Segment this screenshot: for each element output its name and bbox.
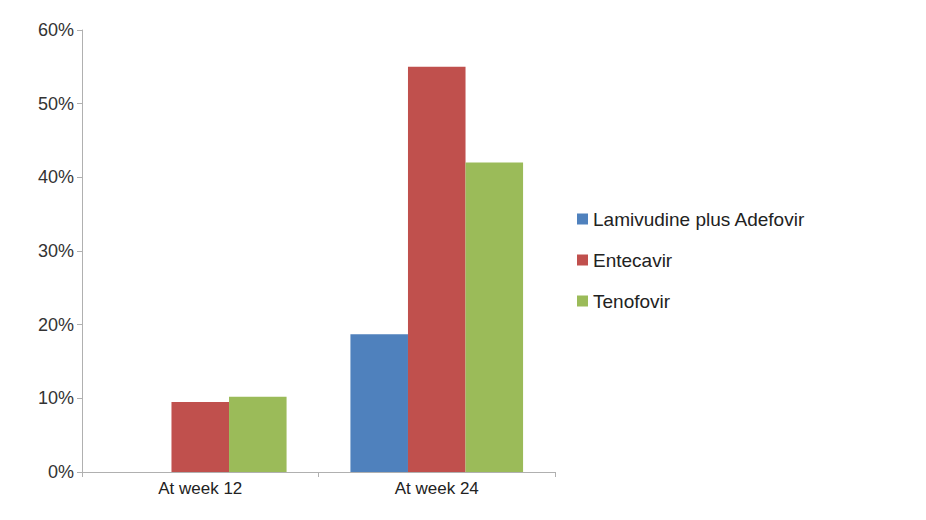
svg-text:Tenofovir: Tenofovir <box>593 291 671 312</box>
svg-text:0%: 0% <box>48 462 74 482</box>
svg-text:60%: 60% <box>38 20 74 40</box>
svg-text:50%: 50% <box>38 94 74 114</box>
svg-text:10%: 10% <box>38 388 74 408</box>
svg-text:40%: 40% <box>38 167 74 187</box>
svg-text:20%: 20% <box>38 315 74 335</box>
svg-text:30%: 30% <box>38 241 74 261</box>
svg-text:At week 24: At week 24 <box>395 479 479 498</box>
svg-text:Entecavir: Entecavir <box>593 250 673 271</box>
svg-text:Lamivudine plus Adefovir: Lamivudine plus Adefovir <box>593 209 805 230</box>
svg-text:At week 12: At week 12 <box>158 479 242 498</box>
